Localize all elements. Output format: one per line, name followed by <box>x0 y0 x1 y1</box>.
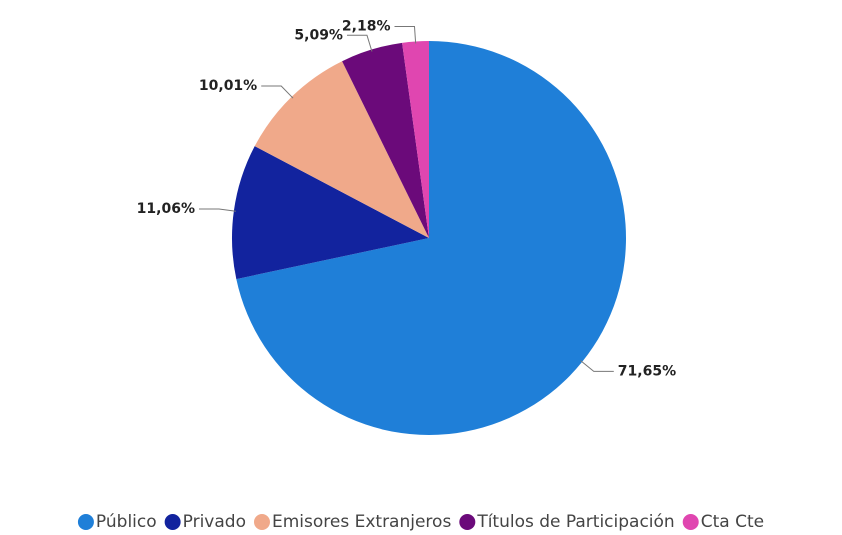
leader-line <box>198 208 236 212</box>
leader-line <box>580 360 614 372</box>
legend-label: Público <box>96 512 157 532</box>
legend-marker <box>459 514 476 530</box>
leader-line <box>261 85 294 99</box>
legend-marker <box>253 514 270 530</box>
pie-slice <box>236 41 626 436</box>
legend-marker <box>77 514 94 530</box>
pie-slice <box>232 146 429 280</box>
data-label: 5,09% <box>294 27 343 43</box>
data-label: 10,01% <box>199 78 257 94</box>
pie-slice <box>254 61 429 239</box>
legend-label: Títulos de Participación <box>476 512 674 532</box>
data-label: 71,65% <box>618 363 676 379</box>
legend-label: Emisores Extranjeros <box>272 512 451 532</box>
legend-label: Cta Cte <box>701 512 764 532</box>
leader-line <box>394 25 417 44</box>
legend-marker <box>682 514 699 530</box>
legend-marker <box>164 514 181 530</box>
leader-line <box>346 34 373 52</box>
legend-label: Privado <box>183 512 246 532</box>
data-label: 2,18% <box>342 18 391 34</box>
pie-slice <box>342 42 429 238</box>
data-label: 11,06% <box>137 201 195 217</box>
pie-slice <box>402 41 429 238</box>
